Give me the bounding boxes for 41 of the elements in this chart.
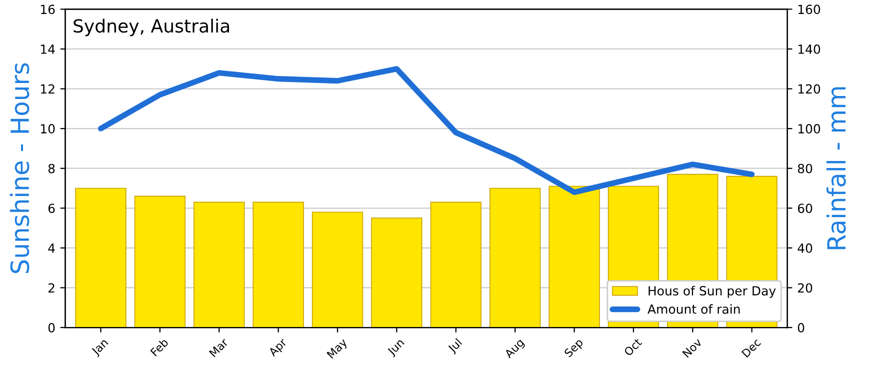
y2-axis-title: Rainfall - mm <box>826 87 846 250</box>
y2-tick-label: 160 <box>798 4 820 14</box>
bar <box>430 202 482 328</box>
y2-tick-label: 120 <box>798 84 820 94</box>
bar <box>194 202 245 328</box>
y-tick-label: 2 <box>48 283 54 292</box>
bar <box>548 186 600 328</box>
x-tick-label: Dec <box>741 338 762 358</box>
x-tick-label: Mar <box>208 337 229 358</box>
x-tick-label: Jul <box>446 338 464 355</box>
x-tick-label: Oct <box>623 338 642 356</box>
bar <box>252 202 304 328</box>
y2-tick-label: 140 <box>798 44 820 54</box>
bar <box>75 188 126 328</box>
x-tick-label: Feb <box>150 338 169 356</box>
x-tick-label: Apr <box>268 337 289 358</box>
y-tick-label: 0 <box>48 322 55 332</box>
y2-tick-label: 40 <box>798 243 812 253</box>
bar <box>134 196 186 328</box>
y2-tick-label: 80 <box>798 164 812 174</box>
y-tick-label: 14 <box>40 44 55 54</box>
bar <box>371 218 422 328</box>
y-axis-title: Sunshine - Hours <box>10 63 30 274</box>
legend-label: Amount of rain <box>648 304 740 314</box>
y-tick-label: 10 <box>40 124 55 134</box>
legend-label: Hous of Sun per Day <box>648 286 776 298</box>
y-tick-label: 12 <box>40 84 54 94</box>
x-tick-label: Sep <box>564 338 586 360</box>
y2-tick-label: 0 <box>798 322 804 332</box>
y2-tick-label: 60 <box>798 204 812 214</box>
text: Sydney, Australia <box>74 18 230 36</box>
y2-tick-label: 100 <box>798 124 820 134</box>
y-tick-label: 6 <box>48 204 55 214</box>
bar <box>312 212 364 328</box>
y-tick-label: 8 <box>48 164 55 174</box>
x-tick-label: Jan <box>90 338 110 358</box>
y2-tick-label: 20 <box>798 283 812 293</box>
bar <box>490 188 541 328</box>
y-tick-label: 16 <box>40 4 55 14</box>
y-tick-label: 4 <box>48 244 55 253</box>
x-tick-label: Jun <box>386 338 406 358</box>
